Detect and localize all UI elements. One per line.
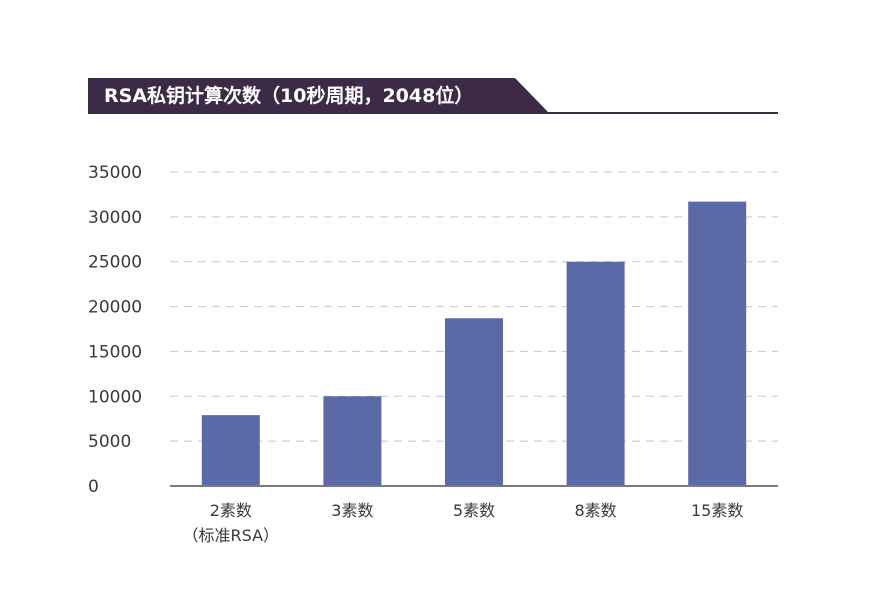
bar bbox=[323, 396, 382, 486]
chart-title: RSA私钥计算次数（10秒周期，2048位） bbox=[104, 84, 473, 107]
y-tick-label: 0 bbox=[88, 477, 99, 497]
x-tick-label: 5素数 bbox=[453, 501, 495, 520]
y-axis-ticks: 0 5000 10000 15000 20000 25000 30000 35000 bbox=[88, 163, 142, 497]
y-tick-label: 10000 bbox=[88, 387, 142, 407]
y-tick-label: 35000 bbox=[88, 163, 142, 183]
y-tick-label: 30000 bbox=[88, 208, 142, 228]
x-tick-label: 15素数 bbox=[691, 501, 743, 520]
bar bbox=[566, 261, 625, 486]
title-banner: RSA私钥计算次数（10秒周期，2048位） bbox=[88, 78, 778, 114]
y-tick-label: 25000 bbox=[88, 253, 142, 273]
x-axis-labels: 2素数 （标准RSA） 3素数 5素数 8素数 15素数 bbox=[183, 501, 744, 545]
bar bbox=[688, 201, 747, 486]
x-tick-label: 2素数 bbox=[210, 501, 252, 520]
y-tick-label: 15000 bbox=[88, 342, 142, 362]
bar bbox=[201, 415, 260, 486]
bar bbox=[445, 318, 503, 486]
gridlines bbox=[170, 171, 778, 442]
x-tick-label: 8素数 bbox=[575, 501, 617, 520]
title-banner-shape bbox=[88, 78, 548, 112]
x-tick-label: 3素数 bbox=[331, 501, 373, 520]
bars bbox=[201, 201, 747, 486]
x-tick-sublabel: （标准RSA） bbox=[183, 526, 280, 545]
y-tick-label: 20000 bbox=[88, 298, 142, 318]
y-tick-label: 5000 bbox=[88, 432, 131, 452]
